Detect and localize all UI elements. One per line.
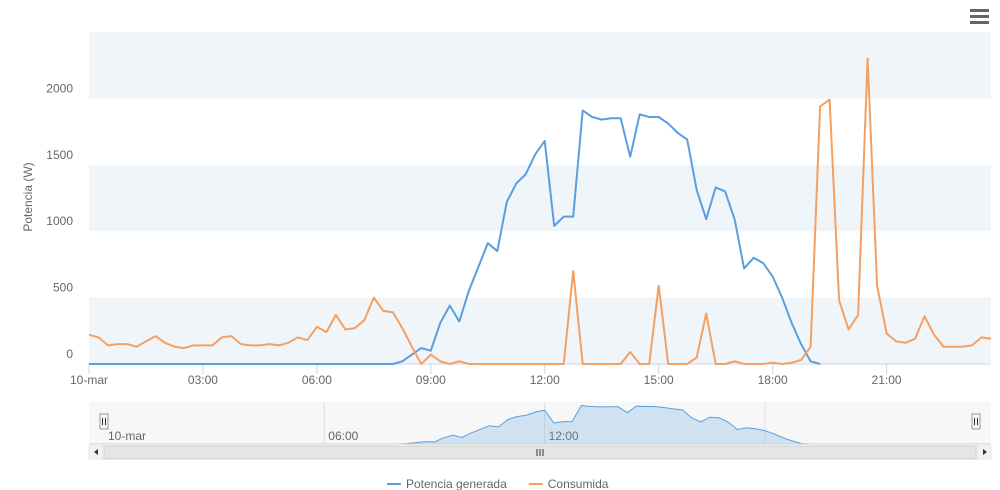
plot-band bbox=[89, 297, 991, 364]
scroll-left[interactable] bbox=[94, 449, 98, 455]
x-tick-label: 15:00 bbox=[644, 373, 674, 387]
x-tick-label: 09:00 bbox=[416, 373, 446, 387]
y-tick-label: 1000 bbox=[46, 214, 73, 228]
scrollbar[interactable] bbox=[88, 445, 992, 460]
navigator-label: 06:00 bbox=[328, 429, 358, 443]
scrollbar-grip bbox=[536, 449, 544, 456]
x-tick-label: 12:00 bbox=[530, 373, 560, 387]
y-axis-title: Potencia (W) bbox=[21, 162, 35, 231]
series-line bbox=[89, 109, 821, 365]
plot-band bbox=[89, 164, 991, 232]
x-tick-label: 21:00 bbox=[872, 373, 902, 387]
scroll-right[interactable] bbox=[983, 449, 987, 455]
series-line bbox=[88, 57, 992, 365]
navigator-label: 12:00 bbox=[549, 429, 579, 443]
navigator-area bbox=[104, 405, 811, 444]
navigator-handle-grip bbox=[102, 418, 106, 425]
x-tick-label: 03:00 bbox=[188, 373, 218, 387]
y-tick-label: 500 bbox=[53, 281, 73, 295]
navigator-handle[interactable] bbox=[971, 413, 981, 430]
menu-bar bbox=[970, 9, 989, 12]
legend-item[interactable]: Potencia generada bbox=[387, 477, 507, 490]
navigator-label: 10-mar bbox=[108, 429, 146, 443]
plot-band bbox=[89, 32, 991, 99]
x-tick-label: 06:00 bbox=[302, 373, 332, 387]
y-tick-label: 2000 bbox=[46, 81, 73, 95]
y-tick-label: 0 bbox=[66, 347, 73, 361]
y-tick-label: 1500 bbox=[46, 148, 73, 162]
navigator-handle[interactable] bbox=[99, 413, 109, 430]
x-tick-label: 18:00 bbox=[758, 373, 788, 387]
navigator-background bbox=[89, 402, 991, 444]
menu-bar bbox=[970, 15, 989, 18]
menu-bar bbox=[970, 21, 989, 24]
legend-label: Consumida bbox=[548, 477, 609, 490]
legend-label: Potencia generada bbox=[406, 477, 507, 490]
navigator-handle-grip bbox=[974, 418, 978, 425]
x-tick-label: 10-mar bbox=[70, 373, 108, 387]
legend-item[interactable]: Consumida bbox=[528, 477, 609, 490]
menu-button[interactable] bbox=[970, 9, 989, 24]
